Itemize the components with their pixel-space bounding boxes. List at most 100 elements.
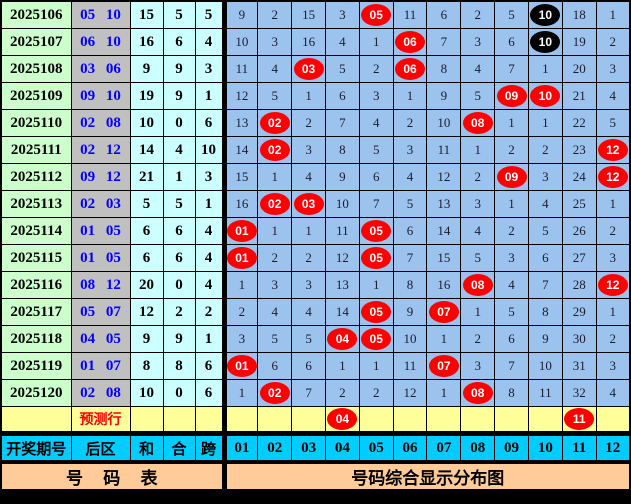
- kuadu-cell: 5: [194, 0, 225, 29]
- miss-count-cell: 15: [221, 163, 259, 191]
- miss-count-cell: 9: [527, 325, 563, 353]
- miss-count-cell: 7: [494, 55, 529, 83]
- col-header-08: 08: [460, 431, 496, 463]
- prediction-number-cell: [221, 406, 259, 434]
- col-header-06: 06: [392, 431, 428, 463]
- red-ball: 02: [259, 112, 290, 134]
- miss-count-cell: 6: [494, 325, 529, 353]
- hezhi-cell: 6: [162, 28, 196, 56]
- period-cell: 2025110: [0, 109, 72, 137]
- col-header-back-area: 后区: [70, 431, 131, 463]
- ball-cell: 02: [257, 379, 293, 407]
- miss-count-cell: 5: [494, 298, 529, 326]
- black-ball: 10: [530, 31, 561, 53]
- period-cell: 2025117: [0, 298, 72, 326]
- kuadu-cell: 6: [194, 109, 225, 137]
- back-numbers-cell: 02 08: [70, 109, 131, 137]
- col-header-12: 12: [595, 431, 631, 463]
- miss-count-cell: 1: [460, 298, 496, 326]
- miss-count-cell: 14: [426, 217, 462, 245]
- miss-count-cell: 16: [426, 271, 462, 299]
- ball-cell: 12: [595, 163, 631, 191]
- miss-count-cell: 3: [595, 352, 631, 380]
- back-numbers-cell: 05 07: [70, 298, 131, 326]
- miss-count-cell: 29: [561, 298, 597, 326]
- ball-cell: 07: [426, 352, 462, 380]
- miss-count-cell: 7: [392, 244, 428, 272]
- col-header-10: 10: [527, 431, 563, 463]
- period-cell: 2025115: [0, 244, 72, 272]
- miss-count-cell: 4: [595, 379, 631, 407]
- hezhi-cell: 0: [162, 379, 196, 407]
- ball-cell: 01: [221, 352, 259, 380]
- miss-count-cell: 18: [561, 0, 597, 29]
- sum-cell: 15: [129, 0, 164, 29]
- black-ball: 10: [530, 4, 561, 26]
- draw-row: 2025118 04 05 9 9 1 3 5 5 04 05 10 1 2 6 9 30 2: [0, 325, 631, 353]
- miss-count-cell: 7: [426, 28, 462, 56]
- kuadu-cell: 4: [194, 217, 225, 245]
- red-ball: 08: [462, 382, 493, 404]
- back-numbers-cell: 01 05: [70, 217, 131, 245]
- miss-count-cell: 2: [595, 28, 631, 56]
- draw-row: 2025107 06 10 16 6 4 10 3 16 4 1 06 7 3 6 10 19 2: [0, 28, 631, 56]
- miss-count-cell: 3: [460, 28, 496, 56]
- miss-count-cell: 11: [324, 217, 360, 245]
- miss-count-cell: 1: [257, 217, 293, 245]
- draw-row: 2025108 03 06 9 9 3 11 4 03 5 2 06 8 4 7 1 20 3: [0, 55, 631, 83]
- sum-cell: 10: [129, 379, 164, 407]
- miss-count-cell: 12: [324, 244, 360, 272]
- col-header-02: 02: [257, 431, 293, 463]
- draw-row: 2025113 02 03 5 5 1 16 02 03 10 7 5 13 3 1 4 25 1: [0, 190, 631, 218]
- miss-count-cell: 6: [358, 163, 394, 191]
- red-ball: 05: [361, 247, 392, 269]
- miss-count-cell: 30: [561, 325, 597, 353]
- ball-cell: 01: [221, 217, 259, 245]
- miss-count-cell: 5: [257, 82, 293, 110]
- ball-cell: 12: [595, 271, 631, 299]
- miss-count-cell: 4: [291, 163, 326, 191]
- miss-count-cell: 5: [595, 109, 631, 137]
- draw-row: 2025114 01 05 6 6 4 01 1 1 11 05 6 14 4 2 5 26 2: [0, 217, 631, 245]
- miss-count-cell: 3: [392, 136, 428, 164]
- col-header-04: 04: [324, 431, 360, 463]
- prediction-number-cell: [460, 406, 496, 434]
- ball-cell: 10: [527, 0, 563, 29]
- miss-count-cell: 4: [257, 55, 293, 83]
- miss-count-cell: 16: [291, 28, 326, 56]
- red-ball: 09: [496, 166, 527, 188]
- ball-cell: 05: [358, 244, 394, 272]
- miss-count-cell: 1: [595, 0, 631, 29]
- draw-row: 2025111 02 12 14 4 10 14 02 3 8 5 3 11 1 2 2 23 12: [0, 136, 631, 164]
- miss-count-cell: 4: [460, 55, 496, 83]
- miss-count-cell: 2: [494, 217, 529, 245]
- sum-cell: 19: [129, 82, 164, 110]
- miss-count-cell: 31: [561, 352, 597, 380]
- miss-count-cell: 2: [257, 0, 293, 29]
- prediction-hezhi-cell: [162, 406, 196, 434]
- col-header-hezhi: 合: [162, 431, 196, 463]
- period-cell: 2025116: [0, 271, 72, 299]
- hezhi-cell: 6: [162, 244, 196, 272]
- kuadu-cell: 4: [194, 28, 225, 56]
- miss-count-cell: 11: [392, 0, 428, 29]
- back-numbers-cell: 02 03: [70, 190, 131, 218]
- miss-count-cell: 2: [494, 136, 529, 164]
- miss-count-cell: 9: [221, 0, 259, 29]
- ball-cell: 10: [527, 82, 563, 110]
- miss-count-cell: 2: [460, 163, 496, 191]
- sum-cell: 6: [129, 217, 164, 245]
- sum-cell: 21: [129, 163, 164, 191]
- prediction-kuadu-cell: [194, 406, 225, 434]
- draw-row: 2025112 09 12 21 1 3 15 1 4 9 6 4 12 2 09 3 24 12: [0, 163, 631, 191]
- prediction-number-cell: [494, 406, 529, 434]
- miss-count-cell: 4: [358, 109, 394, 137]
- red-ball: 10: [530, 85, 561, 107]
- miss-count-cell: 3: [460, 190, 496, 218]
- prediction-number-cell: [426, 406, 462, 434]
- miss-count-cell: 1: [358, 352, 394, 380]
- hezhi-cell: 9: [162, 55, 196, 83]
- miss-count-cell: 4: [460, 217, 496, 245]
- ball-cell: 05: [358, 0, 394, 29]
- miss-count-cell: 10: [426, 109, 462, 137]
